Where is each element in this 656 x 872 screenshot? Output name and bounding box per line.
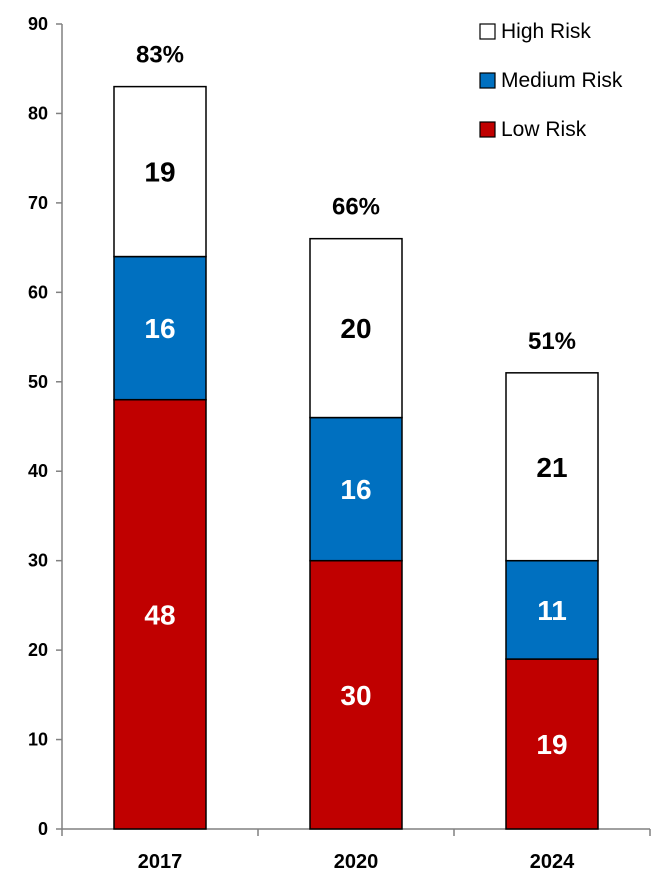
bar-segment [113, 85, 207, 258]
y-tick-label: 80 [28, 103, 48, 123]
legend-swatch [479, 72, 496, 89]
axes: 0 10 20 30 40 50 60 70 80 90 [28, 14, 651, 839]
x-category-label: 2017 [138, 851, 183, 872]
legend: High Risk Medium Risk Low Risk [479, 20, 623, 141]
segment-value-label: 11 [537, 595, 567, 626]
bar-segment [505, 658, 599, 830]
bar-segment [113, 255, 207, 401]
y-tick-label: 30 [28, 551, 48, 571]
segment-value-label: 16 [340, 474, 371, 505]
y-tick-label: 0 [38, 819, 48, 839]
legend-swatch [479, 121, 496, 138]
legend-swatch [479, 23, 496, 40]
x-category-label: 2020 [334, 851, 379, 872]
segment-value-label: 16 [144, 313, 175, 344]
legend-label: Low Risk [501, 118, 587, 141]
segment-value-label: 21 [536, 452, 567, 483]
segment-value-label: 30 [340, 680, 371, 711]
x-category-label: 2024 [530, 851, 575, 872]
total-percent-label: 83% [136, 42, 184, 69]
bar-segment [113, 398, 207, 830]
bar-segment [309, 237, 403, 419]
bar-segment [505, 559, 599, 660]
bar-segment [505, 372, 599, 562]
y-tick-label: 60 [28, 282, 48, 302]
legend-label: High Risk [501, 20, 591, 43]
segment-value-label: 19 [144, 157, 175, 188]
y-tick-label: 20 [28, 640, 48, 660]
bar-segment [309, 416, 403, 562]
labels: 2017 2020 2024 48 16 19 83% 30 16 20 66% 19 11 21 51% [136, 42, 576, 872]
total-percent-label: 51% [528, 328, 576, 355]
y-tick-label: 50 [28, 372, 48, 392]
y-tick-label: 90 [28, 14, 48, 34]
segment-value-label: 48 [144, 599, 175, 630]
y-tick-label: 70 [28, 193, 48, 213]
bar-segment [309, 559, 403, 830]
total-percent-label: 66% [332, 194, 380, 221]
y-tick-label: 40 [28, 461, 48, 481]
y-tick-label: 10 [28, 730, 48, 750]
bars [113, 85, 599, 830]
segment-value-label: 19 [536, 729, 567, 760]
legend-label: Medium Risk [501, 69, 623, 92]
segment-value-label: 20 [340, 313, 371, 344]
